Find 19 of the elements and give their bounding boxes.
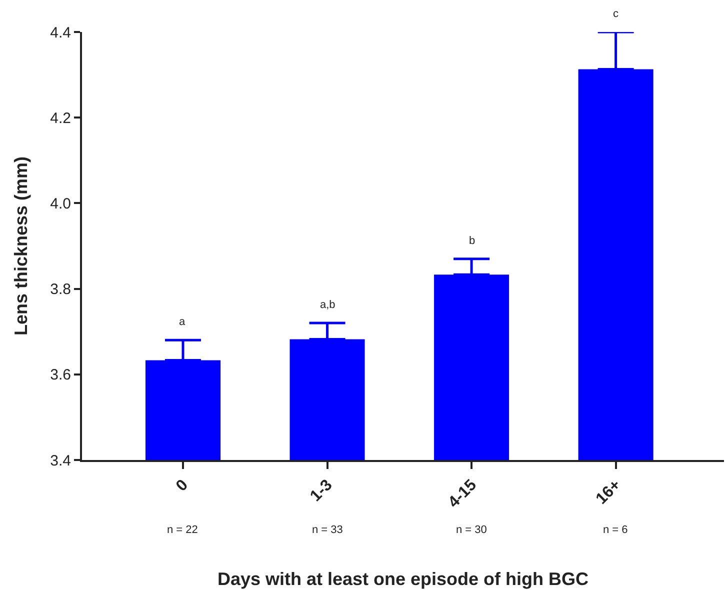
annotation: a [179,316,186,328]
x-tick-label: 16+ [593,476,624,508]
text: n = 30 [456,524,487,536]
x-tick-label: 0 [173,476,192,495]
x-tick-label: 1-3 [307,476,336,506]
text: n = 22 [167,524,198,536]
x-axis-title: Days with at least one episode of high BGC [217,568,589,589]
annotation: a,b [320,299,336,311]
y-tick-label: 3.8 [50,281,71,298]
y-tick-label: 4.2 [50,110,71,127]
text: c [613,8,619,20]
y-axis-title: Lens thickness (mm) [10,156,31,336]
y-tick-label: 4.4 [50,24,71,42]
annotation: b [469,235,476,247]
text: n = 6 [603,524,628,536]
y-tick-label: 3.6 [50,366,71,384]
y-tick-label: 3.4 [50,452,71,470]
text: n = 33 [312,524,343,536]
y-tick-label: 4.0 [50,195,71,212]
